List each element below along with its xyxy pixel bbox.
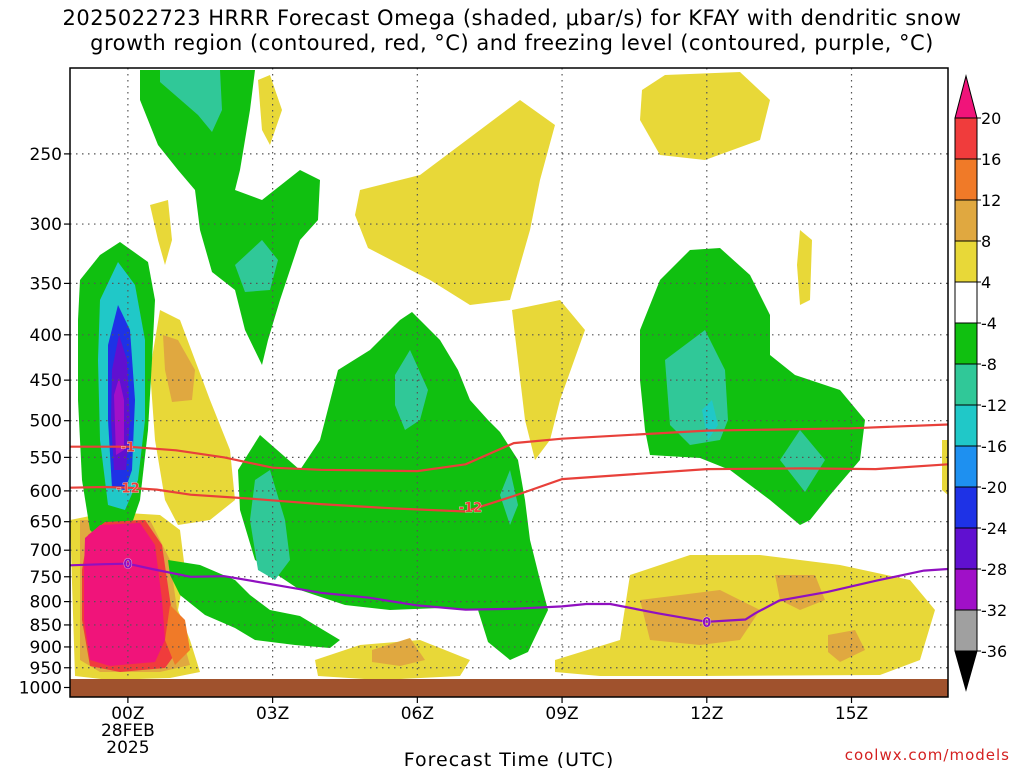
shade-yellow-top-small [258,75,282,145]
contour-label--1: -1 [121,441,135,456]
y-tick-label-800: 800 [30,593,62,613]
colorbar-box [954,281,978,324]
x-tick-date: 28FEB [101,721,155,741]
colorbar-box [954,363,978,406]
y-tick-label-350: 350 [30,274,62,294]
colorbar-label-16: 16 [981,150,1001,169]
shade-orange-left-band [163,335,195,402]
credit-text: coolwx.com/models [844,746,1010,764]
shade-orange-right-low [640,590,760,645]
shade-magenta-left-core [114,378,124,455]
chart-title: 2025022723 HRRR Forecast Omega (shaded, … [0,6,1024,56]
colorbar-box [954,404,978,447]
y-tick-label-700: 700 [30,541,62,561]
shade-yellow-upper-right [640,72,770,160]
colorbar-label-12: 12 [981,191,1001,210]
chart-title-line-2: growth region (contoured, red, °C) and f… [90,31,934,55]
colorbar-label--20: -20 [981,478,1007,497]
y-tick-label-650: 650 [30,513,62,533]
shade-green-lower-left [168,560,340,648]
colorbar-box [954,486,978,529]
y-tick-label-300: 300 [30,215,62,235]
shade-teal-center [395,350,428,430]
contour-label-0: 0 [123,558,132,573]
x-tick-label-0: 00Z [111,704,144,724]
plot-frame [69,67,949,698]
colorbar-box [954,199,978,242]
shade-teal-mid-left [235,240,278,292]
colorbar-label--36: -36 [981,642,1007,661]
contour-label--12: -12 [459,501,483,516]
y-tick-label-900: 900 [30,638,62,658]
ground-surface [70,679,948,697]
colorbar-box [954,117,978,160]
shade-yellow-right-edge [942,440,948,495]
chart-title-line-1: 2025022723 HRRR Forecast Omega (shaded, … [62,6,962,30]
y-tick-label-400: 400 [30,326,62,346]
y-tick-label-550: 550 [30,448,62,468]
y-tick-label-600: 600 [30,482,62,502]
shade-orange-right-small [828,630,865,662]
colorbar-label-4: 4 [981,273,991,292]
y-tick-label-250: 250 [30,145,62,165]
colorbar-label-20: 20 [981,109,1001,128]
colorbar-top-arrow [954,74,978,119]
colorbar-label--24: -24 [981,519,1007,538]
y-tick-label-850: 850 [30,616,62,636]
y-tick-label-1000: 1000 [19,678,62,698]
shade-orange-lower-left-core [165,605,190,665]
shade-yellow-left-mid [150,200,172,265]
shade-green-center [238,312,548,660]
y-tick-label-450: 450 [30,371,62,391]
contour--12 [70,463,948,513]
x-tick-label-9: 09Z [545,704,578,724]
colorbar-box [954,609,978,652]
shade-teal-top [160,70,222,132]
colorbar-box [954,240,978,283]
colorbar-box [954,445,978,488]
y-tick-label-950: 950 [30,659,62,679]
colorbar-label--4: -4 [981,314,997,333]
colorbar-label--28: -28 [981,560,1007,579]
shade-orange-bottom-center [372,638,425,666]
omega-shading [70,70,948,680]
shade-yellow-mid-center [512,300,585,460]
colorbar-label--12: -12 [981,396,1007,415]
shade-yellow-left-band [150,310,235,525]
y-axis: 2503003504004505005506006507007508008509… [19,145,70,698]
contour-label-0: 0 [702,616,711,631]
colorbar-box [954,322,978,365]
shade-teal-lower-left [250,470,290,580]
x-axis-title: Forecast Time (UTC) [404,749,614,768]
x-tick-label-15: 15Z [835,704,868,724]
colorbar-label--16: -16 [981,437,1007,456]
colorbar-label--32: -32 [981,601,1007,620]
x-tick-label-6: 06Z [401,704,434,724]
x-tick-label-12: 12Z [690,704,723,724]
x-tick-label-3: 03Z [256,704,289,724]
shade-yellow-upper-center [355,100,555,305]
y-tick-label-500: 500 [30,412,62,432]
colorbar-label--8: -8 [981,355,997,374]
contour--1 [70,423,948,473]
y-tick-label-750: 750 [30,568,62,588]
contour-lines [70,423,948,623]
shade-orange-right-mid [775,575,825,610]
shade-pink-lower-left [84,523,165,666]
shade-teal-right-small [780,430,825,492]
colorbar: 20 16 12 8 4 -4 -8 -12 -16 -20 -24 -28 -32 -36 [954,74,1007,692]
contour-label--12: -12 [116,482,140,497]
shade-yellow-right-small [797,230,812,305]
colorbar-box [954,527,978,570]
contour-0 [70,562,948,623]
contour-labels: -12 -12 -1 0 0 [116,440,712,631]
colorbar-box [954,158,978,201]
x-tick-year: 2025 [106,738,149,758]
colorbar-bottom-arrow [954,650,978,692]
colorbar-label-8: 8 [981,232,991,251]
shade-green-top-left [140,70,320,365]
colorbar-box [954,568,978,611]
